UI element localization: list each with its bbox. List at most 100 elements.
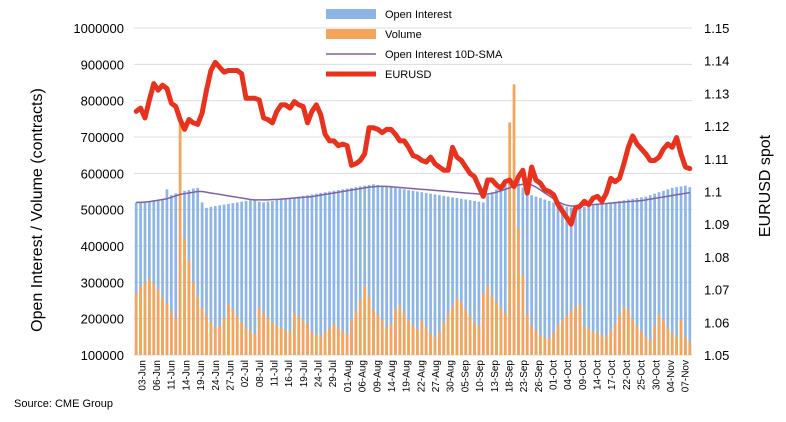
x-tick-label: 22-Oct [622,360,633,390]
open-interest-bar [640,197,643,355]
volume-bar [679,320,683,355]
volume-bar [455,298,459,355]
volume-bar [552,332,555,355]
volume-bar [666,327,670,355]
open-interest-bar [161,198,164,355]
volume-bar [350,320,353,355]
volume-bar [319,336,323,355]
open-interest-bar [165,189,169,355]
open-interest-bar [262,202,265,355]
x-tick-label: 11-Jun [167,360,178,390]
volume-bar [314,335,318,355]
volume-bar [591,331,595,355]
open-interest-bar [301,195,305,355]
volume-bar [323,331,327,355]
volume-bar [156,289,160,355]
volume-bar [148,278,151,355]
volume-bar [565,315,569,355]
volume-bar [235,316,239,355]
volume-bar [165,304,169,355]
open-interest-bar [314,193,318,355]
volume-bar [508,122,512,355]
legend-swatch-volume [326,29,376,39]
volume-bar [495,302,498,355]
volume-bar [279,327,283,355]
open-interest-bar [604,203,608,355]
volume-bar [477,325,481,355]
open-interest-bar [222,204,226,355]
open-interest-bar [240,201,244,355]
volume-bar [622,307,626,355]
x-tick-label: 27-Aug [431,360,442,392]
volume-bar [556,325,560,355]
volume-bar [200,307,204,355]
open-interest-bar [596,204,599,355]
open-interest-bar [578,207,582,355]
open-interest-bar [358,186,362,355]
x-tick-label: 10-Sep [475,360,486,393]
volume-bar [530,325,533,355]
x-tick-label: 02-Jul [240,360,251,387]
y-right-tick-label: 1.14 [704,54,729,69]
open-interest-bar [143,202,147,355]
volume-bar [262,313,265,355]
open-interest-bar [477,201,481,355]
open-interest-bar [495,189,498,355]
open-interest-bar [688,187,692,355]
open-interest-bar [552,202,555,355]
volume-bar [257,307,261,355]
left-axis-ticks: 100000 200000 300000 400000 500000 600000 7000… [73,21,124,363]
open-interest-bar [684,185,687,355]
volume-bar [143,282,147,355]
volume-bar [389,324,393,355]
open-interest-bar [244,200,248,355]
x-tick-label: 19-Jun [196,360,207,391]
volume-bar [187,260,191,355]
y-left-tick-label: 500000 [81,203,124,218]
volume-bar [503,313,507,355]
open-interest-bar [279,199,283,355]
open-interest-bar [407,190,410,355]
source-note: Source: CME Group [14,398,114,410]
volume-bar [587,328,591,355]
y-right-tick-label: 1.08 [704,250,729,265]
volume-bar [288,331,292,355]
open-interest-bar [376,184,380,355]
volume-bar [152,284,156,355]
open-interest-bar [609,202,613,355]
volume-bar [310,333,314,355]
open-interest-bar [389,187,393,355]
volume-bar [499,307,503,355]
x-tick-label: 24-Jul [314,360,325,387]
volume-bar [521,275,525,355]
legend-swatch-open-interest [326,9,376,19]
legend: Open Interest Volume Open Interest 10D-S… [326,9,503,81]
x-tick-label: 09-Aug [372,360,383,392]
y-left-tick-label: 700000 [81,130,124,145]
legend-label-sma: Open Interest 10D-SMA [385,49,503,61]
volume-bar [657,315,661,355]
x-tick-label: 30-Oct [651,360,662,390]
x-tick-label: 22-Aug [416,360,427,392]
volume-bar [420,320,424,355]
open-interest-bar [490,192,494,355]
open-interest-bar [350,187,353,355]
open-interest-bar [394,187,397,355]
open-interest-bar [200,202,204,355]
volume-bar [231,309,235,355]
volume-bar [613,324,617,355]
open-interest-bar [648,195,652,355]
volume-bar [648,340,652,355]
open-interest-bar [398,188,402,355]
volume-bar [429,333,432,355]
volume-bar [486,285,490,355]
volume-bar [240,322,244,355]
volume-bar [490,296,494,355]
volume-bar [336,327,340,355]
volume-bar [341,331,345,355]
y-right-tick-label: 1.12 [704,119,729,134]
volume-bar [209,322,213,355]
open-interest-bar [587,206,591,355]
y-left-tick-label: 600000 [81,166,124,181]
legend-label-open-interest: Open Interest [385,9,452,21]
